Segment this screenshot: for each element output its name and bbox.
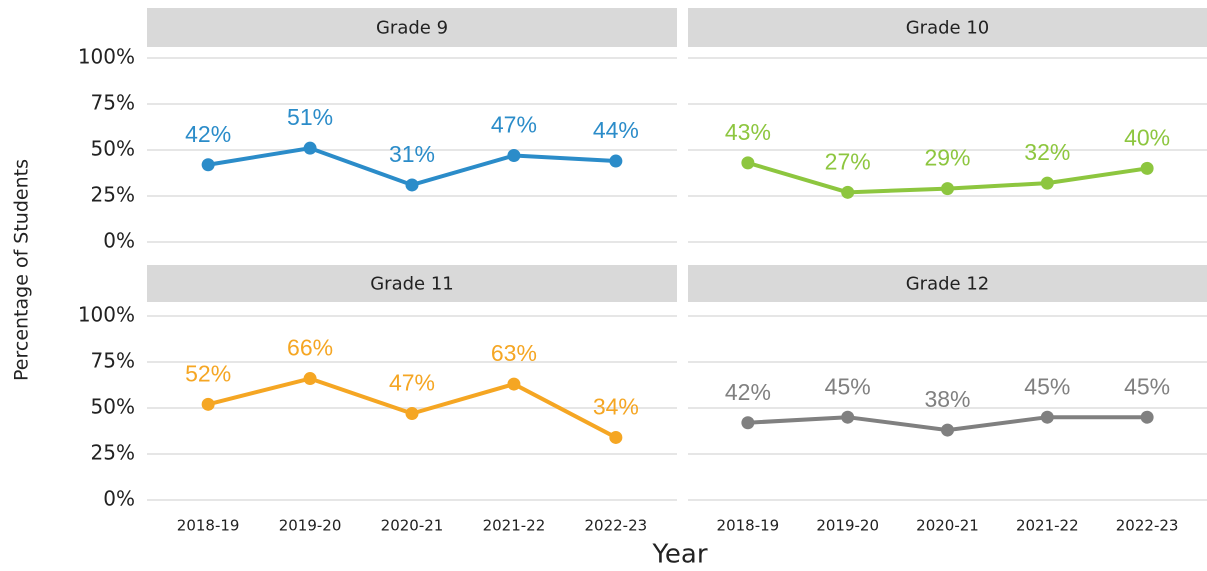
y-tick-label: 75%: [91, 91, 135, 115]
y-tick-label: 25%: [91, 183, 135, 207]
x-tick-label: 2020-21: [381, 517, 444, 535]
point: [507, 149, 521, 163]
point: [405, 407, 419, 421]
x-axis-label: Year: [651, 540, 707, 570]
data-label: 45%: [825, 373, 871, 399]
strip: [147, 8, 677, 47]
y-tick-label: 50%: [91, 395, 135, 419]
data-label: 47%: [389, 370, 435, 396]
data-label: 32%: [1024, 139, 1070, 165]
data-label: 52%: [185, 360, 231, 386]
strip: [147, 265, 677, 302]
point: [303, 141, 317, 155]
x-tick-label: 2021-22: [1016, 517, 1079, 535]
data-label: 43%: [725, 119, 771, 145]
data-label: 47%: [491, 112, 537, 138]
y-tick-label: 100%: [78, 303, 135, 327]
data-label: 45%: [1124, 373, 1170, 399]
data-label: 29%: [924, 145, 970, 171]
data-label: 66%: [287, 335, 333, 361]
point: [201, 158, 215, 172]
data-label: 40%: [1124, 124, 1170, 150]
point: [1140, 161, 1154, 175]
strip: [688, 8, 1207, 47]
data-label: 45%: [1024, 373, 1070, 399]
y-axis-label: Percentage of Students: [11, 159, 33, 381]
facet-title: Grade 10: [906, 18, 990, 39]
point: [941, 182, 954, 196]
y-tick-label: 25%: [91, 441, 135, 465]
data-label: 51%: [287, 104, 333, 130]
strip: [688, 265, 1207, 302]
facet-title: Grade 11: [370, 274, 454, 295]
point: [303, 372, 317, 386]
x-tick-label: 2020-21: [916, 517, 979, 535]
x-tick-label: 2018-19: [717, 517, 780, 535]
point: [741, 416, 755, 430]
facet-title: Grade 9: [376, 18, 448, 39]
y-tick-label: 0%: [103, 487, 135, 511]
point: [1040, 410, 1054, 424]
data-label: 31%: [389, 141, 435, 167]
data-label: 63%: [491, 340, 537, 366]
data-label: 42%: [185, 121, 231, 147]
data-label: 44%: [593, 117, 639, 143]
data-label: 42%: [725, 379, 771, 405]
point: [1140, 410, 1154, 424]
facet-title: Grade 12: [906, 274, 990, 295]
point: [741, 156, 755, 170]
point: [201, 397, 215, 411]
point: [941, 423, 954, 437]
x-tick-label: 2022-23: [1116, 517, 1179, 535]
data-label: 38%: [924, 386, 970, 412]
x-tick-label: 2019-20: [816, 517, 879, 535]
point: [405, 178, 419, 192]
point: [841, 185, 855, 199]
y-tick-label: 0%: [103, 229, 135, 253]
y-tick-label: 75%: [91, 349, 135, 373]
point: [507, 377, 521, 391]
x-tick-label: 2019-20: [279, 517, 342, 535]
y-tick-label: 100%: [78, 45, 135, 69]
x-tick-label: 2018-19: [177, 517, 240, 535]
point: [1040, 176, 1054, 190]
data-label: 34%: [593, 394, 639, 420]
y-tick-label: 50%: [91, 137, 135, 161]
x-tick-label: 2022-23: [585, 517, 648, 535]
point: [841, 410, 855, 424]
data-label: 27%: [825, 148, 871, 174]
x-tick-label: 2021-22: [483, 517, 546, 535]
point: [609, 430, 623, 444]
point: [609, 154, 623, 168]
